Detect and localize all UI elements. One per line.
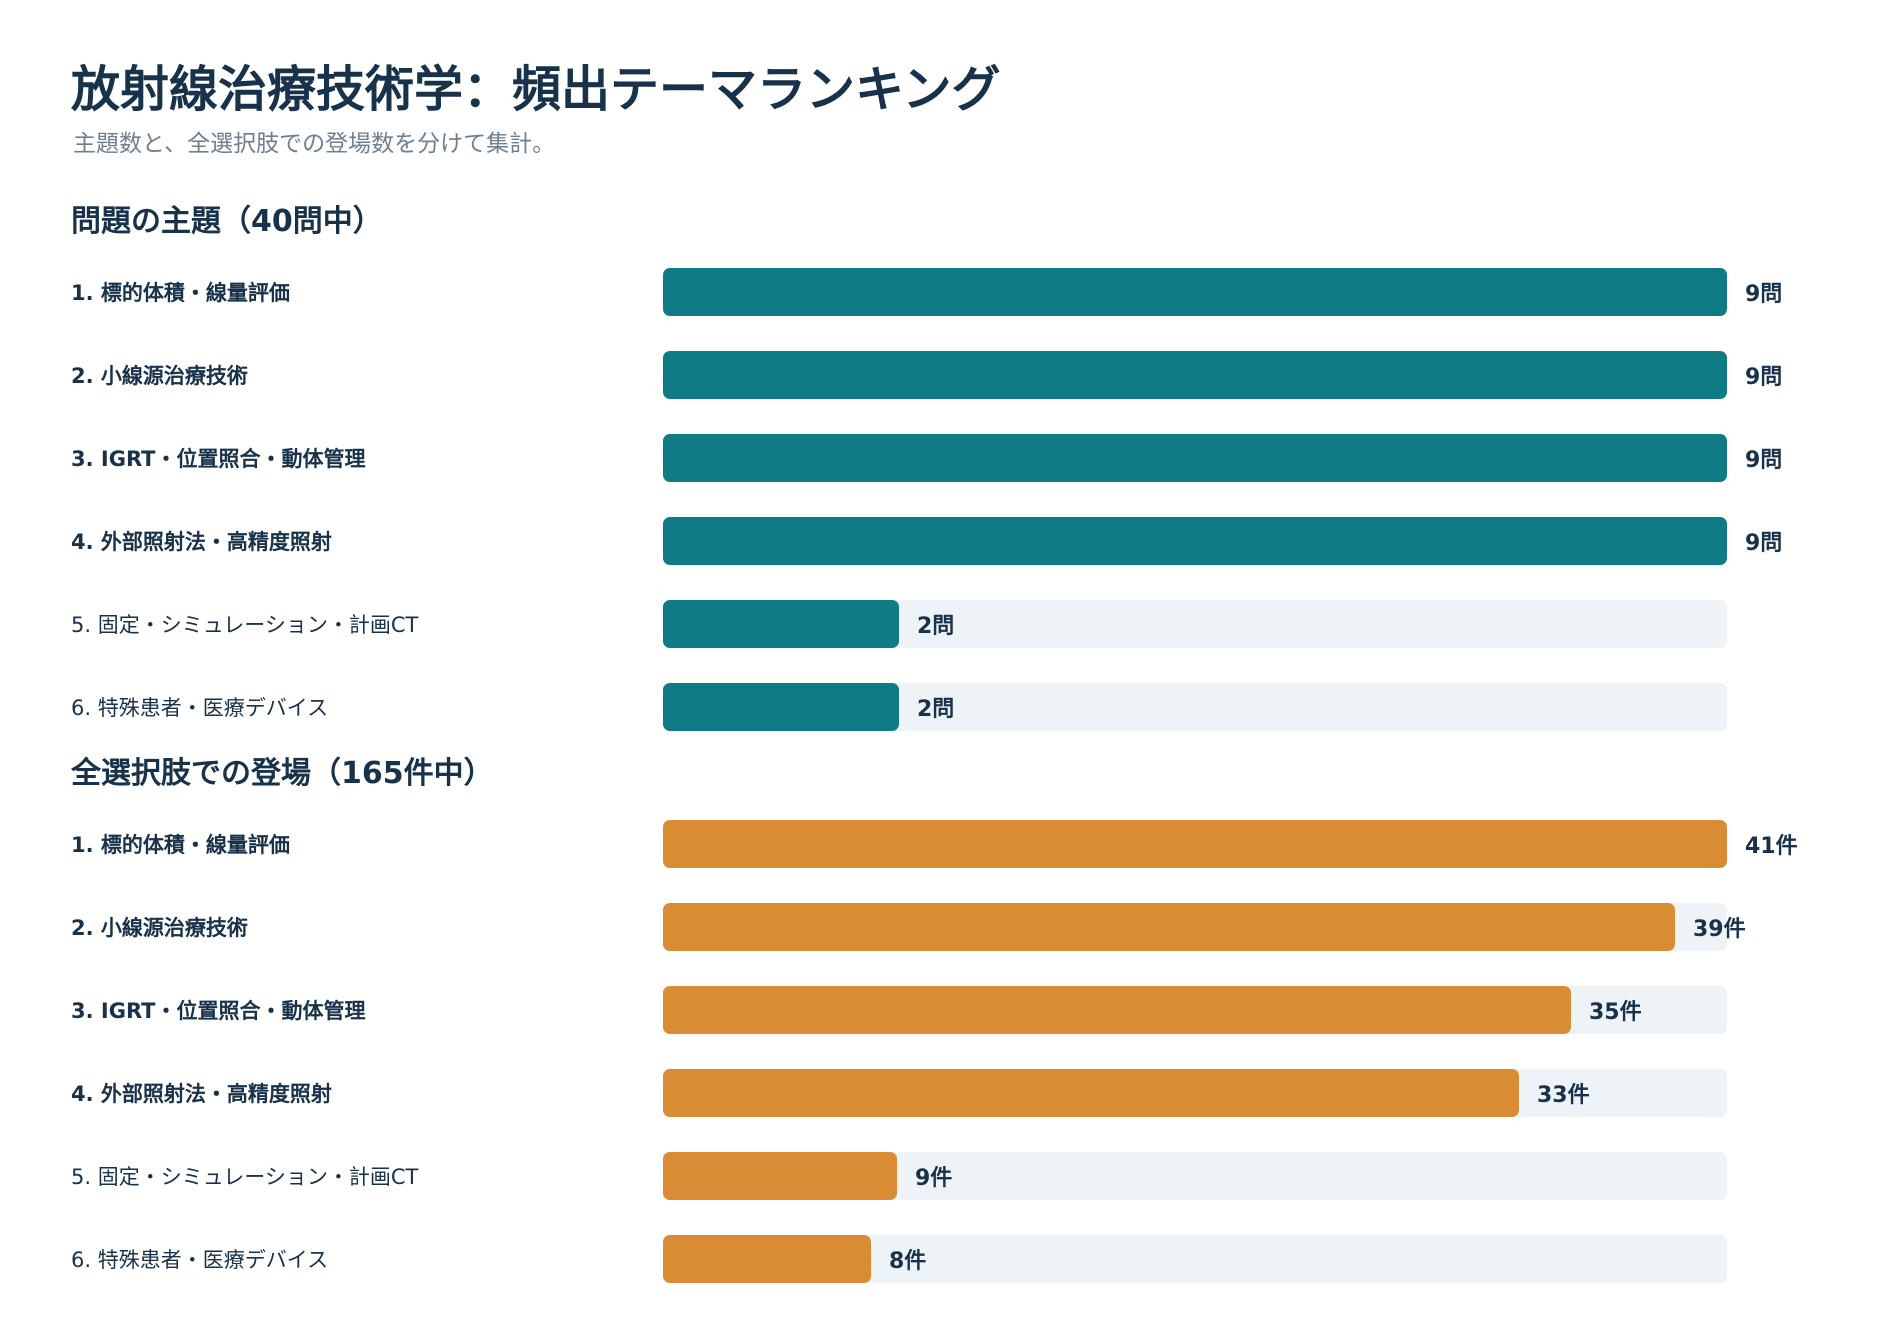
category-label: 2. 小線源治療技術 xyxy=(71,916,248,940)
bar-track xyxy=(663,434,1727,482)
category-label: 4. 外部照射法・高精度照射 xyxy=(71,530,332,554)
category-label: 2. 小線源治療技術 xyxy=(71,364,248,388)
value-label: 9件 xyxy=(915,1166,953,1191)
bar xyxy=(663,600,899,648)
bar xyxy=(663,517,1727,565)
value-label: 2問 xyxy=(917,614,955,639)
bar-track xyxy=(663,903,1727,951)
category-label: 6. 特殊患者・医療デバイス xyxy=(71,1248,329,1272)
bar-row: 6. 特殊患者・医療デバイス 2問 xyxy=(0,683,1900,731)
section-title: 全選択肢での登場（165件中） xyxy=(71,756,494,791)
bar-row: 1. 標的体積・線量評価 9問 xyxy=(0,268,1900,316)
value-label: 39件 xyxy=(1693,917,1746,942)
bar-track xyxy=(663,986,1727,1034)
bar-track xyxy=(663,683,1727,731)
bar-row: 5. 固定・シミュレーション・計画CT 2問 xyxy=(0,600,1900,648)
page-subtitle: 主題数と、全選択肢での登場数を分けて集計。 xyxy=(73,131,556,157)
section-title: 問題の主題（40問中） xyxy=(71,204,383,239)
category-label: 5. 固定・シミュレーション・計画CT xyxy=(71,1165,419,1189)
bar xyxy=(663,683,899,731)
bar-track xyxy=(663,820,1727,868)
bar-row: 2. 小線源治療技術 9問 xyxy=(0,351,1900,399)
bar-row: 2. 小線源治療技術 39件 xyxy=(0,903,1900,951)
bar xyxy=(663,986,1571,1034)
category-label: 5. 固定・シミュレーション・計画CT xyxy=(71,613,419,637)
value-label: 9問 xyxy=(1745,531,1783,556)
value-label: 9問 xyxy=(1745,365,1783,390)
bar-row: 4. 外部照射法・高精度照射 33件 xyxy=(0,1069,1900,1117)
bar-track xyxy=(663,600,1727,648)
bar-row: 3. IGRT・位置照合・動体管理 9問 xyxy=(0,434,1900,482)
category-label: 1. 標的体積・線量評価 xyxy=(71,833,290,857)
value-label: 9問 xyxy=(1745,282,1783,307)
bar-row: 1. 標的体積・線量評価 41件 xyxy=(0,820,1900,868)
value-label: 35件 xyxy=(1589,1000,1642,1025)
bar-row: 4. 外部照射法・高精度照射 9問 xyxy=(0,517,1900,565)
bar-track xyxy=(663,1235,1727,1283)
bar-track xyxy=(663,1152,1727,1200)
category-label: 3. IGRT・位置照合・動体管理 xyxy=(71,999,366,1023)
bar xyxy=(663,903,1675,951)
bar-row: 6. 特殊患者・医療デバイス 8件 xyxy=(0,1235,1900,1283)
bar xyxy=(663,1069,1519,1117)
bar-track xyxy=(663,517,1727,565)
bar xyxy=(663,268,1727,316)
category-label: 1. 標的体積・線量評価 xyxy=(71,281,290,305)
value-label: 8件 xyxy=(889,1249,927,1274)
bar xyxy=(663,1235,871,1283)
bar xyxy=(663,1152,897,1200)
value-label: 33件 xyxy=(1537,1083,1590,1108)
bar-row: 3. IGRT・位置照合・動体管理 35件 xyxy=(0,986,1900,1034)
bar-row: 5. 固定・シミュレーション・計画CT 9件 xyxy=(0,1152,1900,1200)
category-label: 3. IGRT・位置照合・動体管理 xyxy=(71,447,366,471)
bar-track xyxy=(663,268,1727,316)
bar xyxy=(663,434,1727,482)
page-title: 放射線治療技術学：頻出テーマランキング xyxy=(71,61,1001,118)
value-label: 9問 xyxy=(1745,448,1783,473)
value-label: 2問 xyxy=(917,697,955,722)
value-label: 41件 xyxy=(1745,834,1798,859)
category-label: 4. 外部照射法・高精度照射 xyxy=(71,1082,332,1106)
bar-track xyxy=(663,1069,1727,1117)
category-label: 6. 特殊患者・医療デバイス xyxy=(71,696,329,720)
bar-track xyxy=(663,351,1727,399)
bar xyxy=(663,351,1727,399)
bar xyxy=(663,820,1727,868)
